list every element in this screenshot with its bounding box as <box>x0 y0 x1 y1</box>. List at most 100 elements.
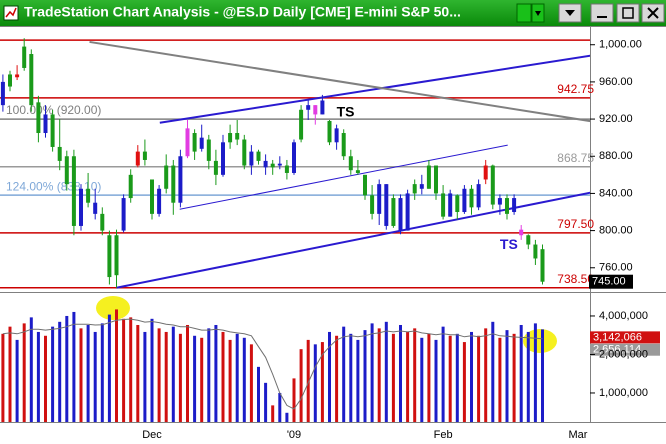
maximize-button[interactable] <box>616 3 640 23</box>
candle-body <box>448 193 453 217</box>
candle-body <box>171 165 176 203</box>
volume-bar <box>533 323 537 422</box>
volume-bar <box>519 324 523 422</box>
volume-bar <box>136 324 140 422</box>
highlight <box>523 329 557 353</box>
volume-bar <box>377 328 381 422</box>
candle-body <box>86 188 91 203</box>
volume-bar <box>249 344 253 422</box>
x-tick-label: Feb <box>434 429 453 441</box>
candle-body <box>185 128 190 157</box>
level-label: 868.75 <box>557 151 594 165</box>
candle-body <box>476 184 481 208</box>
volume-bar <box>484 328 488 422</box>
volume-bar <box>505 330 509 422</box>
value-label-box <box>590 343 660 356</box>
close-glyph <box>647 7 659 19</box>
candle-body <box>121 198 126 231</box>
volume-bar <box>100 323 104 422</box>
candle-body <box>199 137 204 149</box>
y-tick-label: 1,000,000 <box>599 387 648 399</box>
candle-body <box>79 188 83 226</box>
link-button[interactable] <box>516 3 532 23</box>
volume-bar <box>193 335 197 422</box>
candle-body <box>249 151 254 166</box>
menu-arrow <box>565 10 575 16</box>
candle-body <box>426 165 431 189</box>
volume-bar <box>122 318 126 422</box>
candle-body <box>164 165 169 189</box>
volume-bar <box>115 309 118 422</box>
volume-bar <box>470 331 473 422</box>
candle-body <box>150 179 154 214</box>
candle-body <box>391 198 396 226</box>
volume-bar <box>512 333 516 422</box>
volume-bar <box>171 326 175 422</box>
volume-bar <box>306 339 310 422</box>
value-label: 3,142,066 <box>593 331 642 343</box>
candle-body <box>8 74 12 87</box>
y-tick-label: 1,000.00 <box>599 39 642 51</box>
y-tick-label: 2,000,000 <box>599 348 648 360</box>
volume-bar <box>207 328 211 422</box>
volume-bar <box>391 333 395 422</box>
app-icon-glyph <box>5 7 17 18</box>
volume-bar <box>356 339 360 422</box>
title-bar <box>0 0 666 26</box>
volume-bar <box>420 337 424 422</box>
candle-body <box>256 151 261 161</box>
highlight <box>96 296 130 320</box>
y-tick-label: 800.00 <box>599 224 633 236</box>
candle-body <box>128 174 133 199</box>
volume-bar <box>107 314 111 422</box>
x-tick-label: Mar <box>569 429 588 441</box>
candle-body <box>277 163 282 166</box>
annotation: TS <box>500 236 518 252</box>
candle-body <box>462 188 467 213</box>
volume-bar <box>8 326 12 422</box>
candle-body <box>377 184 382 214</box>
volume-bar <box>143 331 147 422</box>
candle-body <box>455 195 460 213</box>
volume-bar <box>178 333 182 422</box>
candle-body <box>299 109 304 140</box>
volume-bar <box>413 328 417 422</box>
maximize-glyph <box>622 7 634 19</box>
candle-body <box>228 133 233 143</box>
candle-body <box>412 184 417 194</box>
candle-body <box>490 165 495 205</box>
candle-body <box>483 165 488 180</box>
volume-bar <box>164 331 168 422</box>
volume-bar <box>498 337 502 422</box>
volume-bar <box>200 337 204 422</box>
volume-bar <box>186 324 189 422</box>
last-price-box <box>589 274 633 289</box>
volume-bar <box>342 326 346 422</box>
candle-body <box>306 105 311 110</box>
candle-body <box>206 139 211 161</box>
level-label: 100.00% (920.00) <box>6 103 101 117</box>
level-label: 124.00% (838.10) <box>6 179 101 193</box>
volume-bar <box>36 331 40 422</box>
annotation: TS <box>337 103 355 119</box>
minimize-button[interactable] <box>590 3 614 23</box>
volume-bar <box>363 330 367 422</box>
volume-bar <box>462 342 466 422</box>
y-tick-label: 880.00 <box>599 150 633 162</box>
candle-body <box>519 229 524 236</box>
candle-body <box>22 46 27 68</box>
candle-body <box>107 235 112 278</box>
candle-body <box>270 163 275 168</box>
candle-body <box>434 165 438 194</box>
trendline <box>159 54 590 124</box>
value-label: 2,656,114 <box>593 344 641 356</box>
volume-bar <box>292 378 296 422</box>
volume-bar <box>214 324 218 422</box>
candle-body <box>235 133 240 140</box>
dropdown-arrow <box>535 11 541 16</box>
trendline <box>179 144 508 210</box>
volume-bar <box>278 392 282 422</box>
level-label: 797.50 <box>557 217 594 231</box>
